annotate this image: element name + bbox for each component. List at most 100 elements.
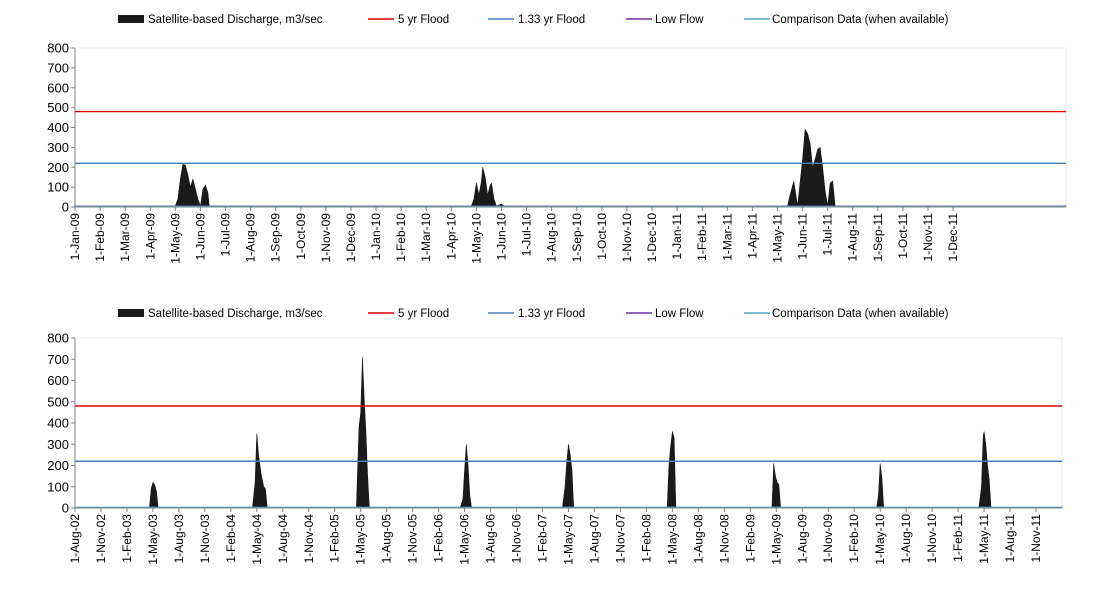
x-tick-label: 1-Aug-07	[587, 514, 601, 564]
x-tick-label: 1-May-11	[977, 514, 991, 564]
y-tick-label: 600	[47, 80, 69, 95]
x-tick-label: 1-Aug-11	[846, 213, 860, 262]
x-tick-label: 1-Jul-10	[520, 213, 534, 257]
chart-panel-2009-2011: Satellite-based Discharge, m3/sec 5 yr Fl…	[47, 14, 1067, 264]
x-tick-label: 1-Aug-05	[380, 514, 394, 564]
x-tick-label: 1-May-04	[250, 514, 264, 565]
legend-label: Low Flow	[655, 14, 704, 26]
legend-label: Comparison Data (when available)	[772, 14, 949, 26]
legend-swatch-discharge	[118, 309, 144, 317]
x-tick-label: 1-May-07	[562, 514, 576, 565]
x-tick-label: 1-Aug-08	[691, 514, 705, 564]
legend-label: 1.33 yr Flood	[518, 308, 585, 320]
discharge-area	[74, 128, 1067, 208]
y-tick-label: 800	[47, 331, 69, 346]
x-tick-label: 1-Nov-06	[510, 514, 524, 564]
y-tick-label: 500	[47, 394, 69, 409]
x-tick-label: 1-Dec-09	[344, 213, 358, 263]
y-tick-label: 300	[47, 140, 69, 155]
x-tick-label: 1-Nov-09	[319, 213, 333, 263]
legend-label: 5 yr Flood	[398, 308, 449, 320]
x-tick-label: 1-Aug-10	[545, 213, 559, 263]
x-tick-label: 1-Aug-04	[276, 514, 290, 564]
x-tick-label: 1-Jan-11	[670, 213, 684, 260]
x-tick-label: 1-Aug-02	[68, 514, 82, 564]
x-tick-label: 1-Dec-10	[645, 213, 659, 263]
x-tick-label: 1-Dec-11	[946, 213, 960, 262]
x-tick-label: 1-Feb-07	[536, 514, 550, 563]
x-tick-label: 1-Feb-09	[743, 514, 757, 563]
x-tick-label: 1-Feb-06	[432, 514, 446, 563]
x-tick-label: 1-Mar-09	[118, 213, 132, 262]
x-tick-label: 1-Nov-05	[406, 514, 420, 564]
x-tick-label: 1-Feb-10	[847, 514, 861, 563]
x-tick-label: 1-Jul-11	[821, 213, 835, 256]
y-tick-label: 0	[62, 200, 69, 215]
legend-label: Satellite-based Discharge, m3/sec	[148, 308, 323, 320]
x-tick-label: 1-Sep-09	[269, 213, 283, 263]
y-tick-label: 100	[47, 479, 69, 494]
x-tick-label: 1-Aug-03	[172, 514, 186, 564]
x-tick-label: 1-Nov-11	[921, 213, 935, 262]
x-tick-label: 1-Oct-11	[896, 213, 910, 259]
x-tick-label: 1-Sep-10	[570, 213, 584, 263]
x-tick-label: 1-May-06	[458, 514, 472, 565]
legend-label: Satellite-based Discharge, m3/sec	[148, 14, 323, 26]
y-tick-label: 200	[47, 458, 69, 473]
y-tick-label: 400	[47, 120, 69, 135]
legend-flood-1-33yr: 1.33 yr Flood	[488, 14, 585, 26]
discharge-area	[74, 357, 1063, 509]
x-tick-label: 1-Jan-09	[68, 213, 82, 261]
x-tick-label: 1-Mar-10	[419, 213, 433, 262]
legend-low-flow: Low Flow	[626, 14, 704, 26]
x-tick-label: 1-Apr-11	[745, 213, 759, 259]
x-tick-label: 1-Aug-10	[899, 514, 913, 564]
x-tick-label: 1-May-10	[469, 213, 483, 264]
x-tick-label: 1-Feb-11	[951, 514, 965, 562]
y-tick-label: 400	[47, 416, 69, 431]
x-tick-label: 1-May-03	[146, 514, 160, 565]
x-tick-label: 1-Oct-09	[294, 213, 308, 260]
y-tick-label: 700	[47, 60, 69, 75]
legend-discharge: Satellite-based Discharge, m3/sec	[118, 308, 323, 320]
y-tick-label: 500	[47, 100, 69, 115]
x-tick-label: 1-Apr-09	[143, 213, 157, 260]
x-tick-label: 1-Sep-11	[871, 213, 885, 262]
x-tick-label: 1-Nov-10	[620, 213, 634, 263]
x-tick-label: 1-Aug-11	[1003, 514, 1017, 563]
x-tick-label: 1-Nov-04	[302, 514, 316, 564]
x-tick-label: 1-Aug-09	[244, 213, 258, 263]
legend-label: 1.33 yr Flood	[518, 14, 585, 26]
x-tick-label: 1-Feb-11	[695, 213, 709, 261]
x-tick-label: 1-May-10	[873, 514, 887, 565]
x-tick-label: 1-Jun-10	[495, 213, 509, 261]
x-tick-label: 1-Aug-09	[795, 514, 809, 564]
x-tick-label: 1-Feb-08	[639, 514, 653, 563]
x-tick-label: 1-Jun-11	[796, 213, 810, 260]
legend-flood-5yr: 5 yr Flood	[368, 14, 449, 26]
x-tick-label: 1-Nov-10	[925, 514, 939, 564]
y-tick-label: 200	[47, 160, 69, 175]
x-tick-label: 1-Nov-02	[94, 514, 108, 564]
legend-flood-1-33yr: 1.33 yr Flood	[488, 308, 585, 320]
x-tick-label: 1-Feb-05	[328, 514, 342, 563]
legend-flood-5yr: 5 yr Flood	[368, 308, 449, 320]
chart-panel-2002-2011: Satellite-based Discharge, m3/sec 5 yr Fl…	[47, 308, 1063, 565]
x-tick-label: 1-Nov-07	[613, 514, 627, 564]
x-tick-label: 1-Jul-09	[219, 213, 233, 257]
legend-low-flow: Low Flow	[626, 308, 704, 320]
x-tick-label: 1-Feb-09	[93, 213, 107, 262]
x-tick-label: 1-Nov-08	[717, 514, 731, 564]
legend-label: Comparison Data (when available)	[772, 308, 949, 320]
y-tick-label: 800	[47, 41, 69, 56]
x-tick-label: 1-May-11	[770, 213, 784, 263]
x-tick-label: 1-Feb-10	[394, 213, 408, 262]
x-tick-label: 1-May-05	[354, 514, 368, 565]
y-tick-label: 0	[62, 501, 69, 516]
legend-comparison: Comparison Data (when available)	[744, 308, 949, 320]
x-tick-label: 1-Feb-03	[120, 514, 134, 563]
x-tick-label: 1-Mar-11	[720, 213, 734, 261]
x-tick-label: 1-Apr-10	[444, 213, 458, 260]
legend-label: Low Flow	[655, 308, 704, 320]
